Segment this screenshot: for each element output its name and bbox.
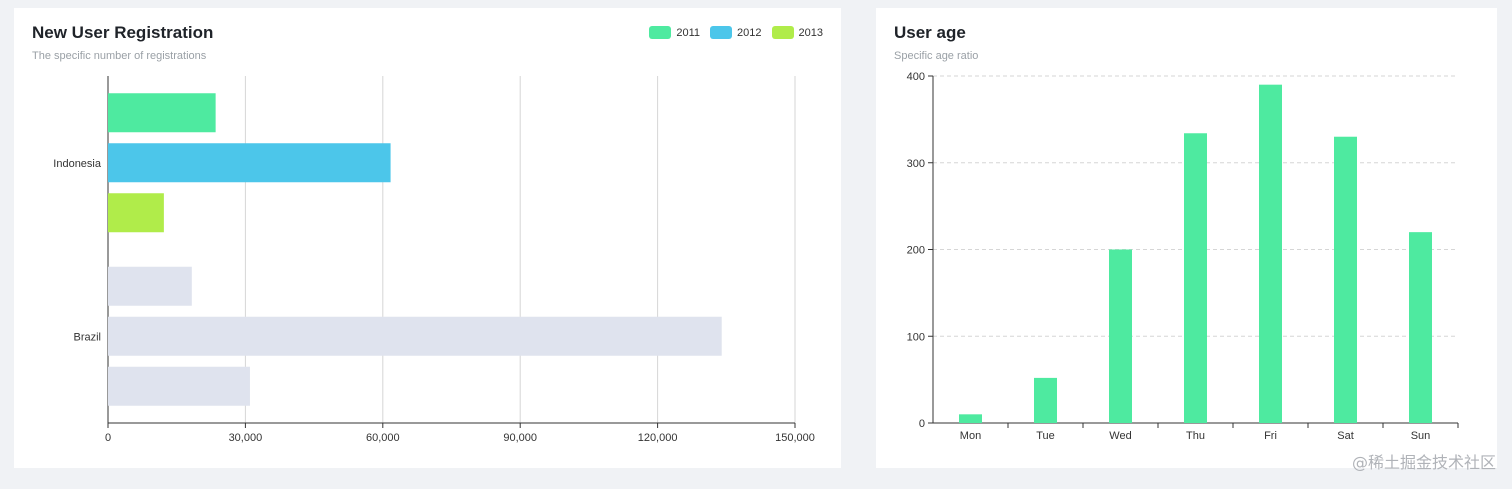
x-tick-label: 90,000 <box>503 432 537 444</box>
legend-label: 2012 <box>737 26 762 39</box>
legend-label: 2013 <box>798 26 823 39</box>
bar <box>108 316 722 356</box>
x-tick-label: Sat <box>1337 430 1354 442</box>
bar <box>959 414 982 423</box>
legend-swatch <box>649 26 672 39</box>
y-tick-label: Indonesia <box>53 158 102 170</box>
x-tick-label: 60,000 <box>366 432 400 444</box>
chart-subtitle: The specific number of registrations <box>32 50 207 62</box>
chart-legend: 2011 2012 2013 <box>649 26 823 39</box>
x-tick-label: Tue <box>1036 430 1055 442</box>
chart-title: New User Registration <box>32 23 214 42</box>
bar <box>1259 84 1282 424</box>
user-age-chart-card: User age Specific age ratio 0 100 200 300 40… <box>876 8 1497 468</box>
y-tick-label: Brazil <box>73 331 101 343</box>
x-tick-label: Sun <box>1411 430 1431 442</box>
bar <box>108 143 391 183</box>
x-tick-label: Wed <box>1109 430 1131 442</box>
watermark: @稀土掘金技术社区 <box>1351 453 1496 472</box>
bar <box>108 366 250 406</box>
y-tick-label: 100 <box>907 331 925 343</box>
bar <box>1034 377 1057 423</box>
x-tick-label: Thu <box>1186 430 1205 442</box>
chart-title: User age <box>894 23 966 42</box>
y-tick-label: 400 <box>907 71 925 83</box>
legend-item-2012[interactable]: 2012 <box>710 26 762 39</box>
bar <box>1334 136 1357 423</box>
bar <box>108 93 216 133</box>
bar <box>1409 232 1432 423</box>
y-tick-label: 0 <box>919 418 925 430</box>
legend-item-2011[interactable]: 2011 <box>649 26 700 39</box>
chart-subtitle: Specific age ratio <box>894 50 979 62</box>
x-tick-label: 30,000 <box>229 432 263 444</box>
legend-swatch <box>771 26 794 39</box>
user-age-bar-chart: 0 100 200 300 400 Mon Tue Wed Thu Fri Sat Sun <box>907 71 1459 442</box>
legend-swatch <box>710 26 733 39</box>
y-tick-label: 300 <box>907 158 925 170</box>
legend-label: 2011 <box>676 26 701 39</box>
x-tick-label: 120,000 <box>638 432 678 444</box>
bar <box>1109 249 1132 423</box>
x-tick-label: Mon <box>960 430 981 442</box>
registration-bar-chart: 0 30,000 60,000 90,000 120,000 150,000 Indones… <box>53 76 815 444</box>
x-tick-label: 0 <box>105 432 111 444</box>
registration-chart-card: New User Registration The specific numbe… <box>14 8 841 468</box>
bar <box>108 193 164 233</box>
legend-item-2013[interactable]: 2013 <box>771 26 823 39</box>
bar <box>108 266 192 306</box>
y-tick-label: 200 <box>907 245 925 257</box>
x-tick-label: 150,000 <box>775 432 815 444</box>
bar <box>1184 133 1207 423</box>
x-tick-label: Fri <box>1264 430 1277 442</box>
